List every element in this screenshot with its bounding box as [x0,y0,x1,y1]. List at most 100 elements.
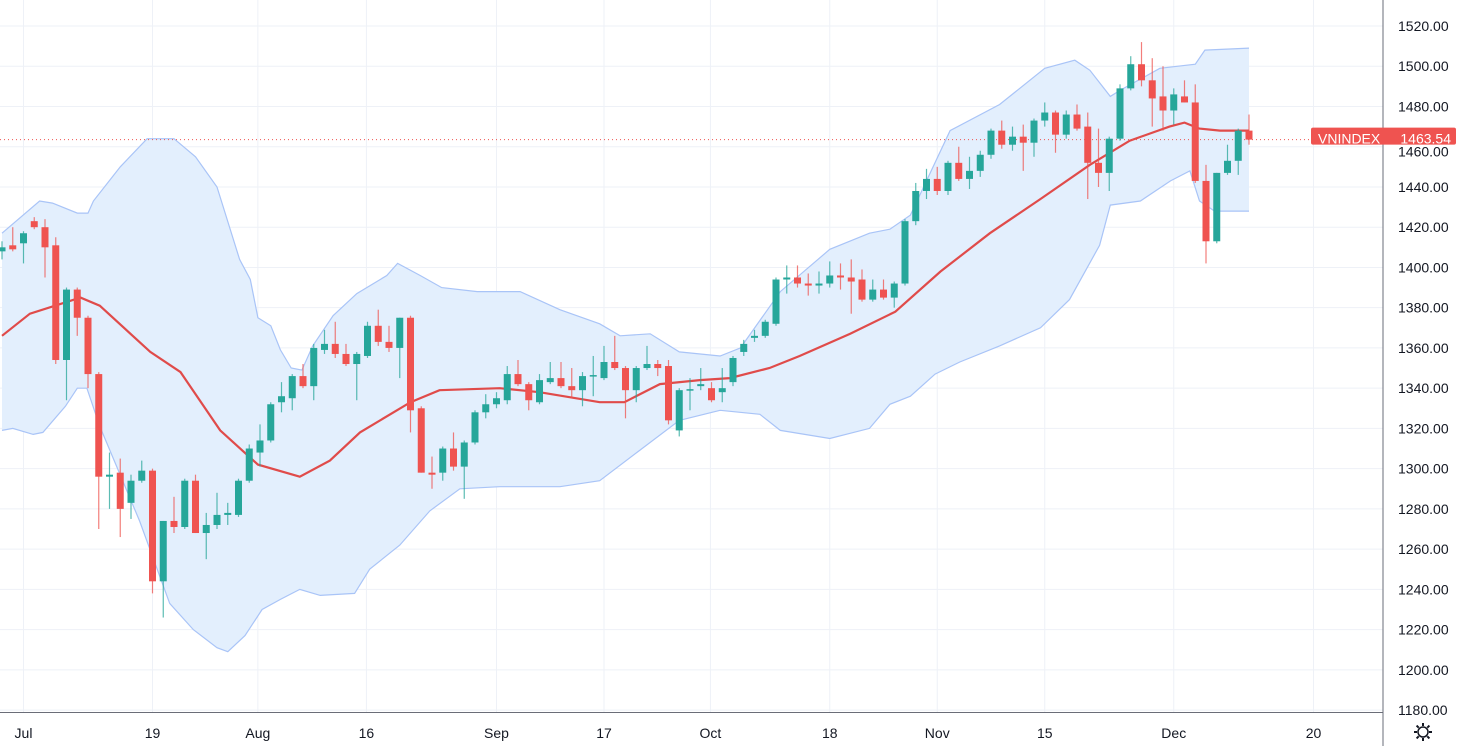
candle-down[interactable] [514,359,522,387]
candle-down[interactable] [998,120,1006,149]
candle-up[interactable] [729,355,737,387]
candle-down[interactable] [116,458,124,538]
candle-up[interactable] [966,156,973,189]
candle-up[interactable] [912,182,920,226]
candle-down[interactable] [1095,128,1102,187]
candle-down[interactable] [665,359,672,425]
candle-up[interactable] [364,321,371,358]
candle-down[interactable] [450,432,457,471]
plot-area[interactable] [0,42,1383,653]
candle-up[interactable] [536,374,543,405]
candle-up[interactable] [202,512,210,560]
candle-up[interactable] [138,460,146,483]
candle-down[interactable] [342,343,350,367]
candle-up[interactable] [439,446,447,481]
candle-up[interactable] [267,402,275,443]
candle-up[interactable] [0,241,6,260]
candle-up[interactable] [826,261,834,288]
candle-up[interactable] [643,345,651,371]
candle-down[interactable] [417,406,425,473]
candle-up[interactable] [697,368,705,391]
candle-down[interactable] [1019,124,1027,171]
price-axis[interactable]: 1180.00 1200.00 1220.00 1240.00 1260.00 1280.… [1398,18,1449,718]
candle-up[interactable] [944,160,952,196]
candle-down[interactable] [428,456,436,489]
time-axis[interactable]: Jul 19 Aug 16 Sep 17 Oct 18 Nov 15 Dec 20 [15,725,1322,741]
candle-up[interactable] [869,279,877,302]
candle-up[interactable] [278,382,285,413]
candle-down[interactable] [1138,42,1145,87]
candle-up[interactable] [235,478,242,517]
candle-up[interactable] [106,452,113,509]
candle-down[interactable] [525,382,533,411]
candle-down[interactable] [1159,66,1167,131]
candle-up[interactable] [923,168,930,200]
candle-up[interactable] [288,374,296,411]
candle-up[interactable] [815,271,823,294]
candle-down[interactable] [73,287,81,336]
candle-up[interactable] [901,219,909,286]
candle-up[interactable] [224,502,232,525]
gear-icon[interactable] [1414,723,1432,741]
candle-up[interactable] [1116,84,1124,141]
candle-up[interactable] [600,345,608,381]
candle-up[interactable] [579,372,586,407]
candle-down[interactable] [331,321,339,358]
candle-up[interactable] [127,474,135,519]
candle-up[interactable] [63,287,70,401]
candle-up[interactable] [471,410,479,445]
candle-up[interactable] [686,378,694,411]
candle-down[interactable] [1052,110,1059,153]
candle-down[interactable] [1202,164,1210,264]
candle-up[interactable] [1105,136,1113,191]
candle-up[interactable] [546,362,554,385]
candle-up[interactable] [1062,110,1070,139]
candle-up[interactable] [1213,172,1221,244]
candle-up[interactable] [675,388,683,437]
candle-up[interactable] [761,319,769,338]
candle-up[interactable] [159,520,167,618]
candle-up[interactable] [310,343,318,401]
candle-up[interactable] [181,478,189,529]
candle-up[interactable] [1009,126,1016,151]
candle-down[interactable] [847,259,855,314]
candle-down[interactable] [84,315,92,389]
candle-up[interactable] [1234,128,1242,175]
candle-up[interactable] [1030,118,1038,157]
candle-up[interactable] [1041,102,1049,127]
candle-down[interactable] [880,279,887,300]
candle-up[interactable] [632,366,640,403]
candle-up[interactable] [482,394,490,419]
candle-up[interactable] [493,392,500,409]
candle-down[interactable] [30,217,38,230]
candle-up[interactable] [396,317,404,379]
candle-down[interactable] [95,372,103,529]
candle-up[interactable] [890,281,898,308]
candle-up[interactable] [987,128,995,159]
candle-down[interactable] [557,362,565,389]
candle-down[interactable] [149,468,156,594]
candle-up[interactable] [503,366,511,405]
candle-down[interactable] [955,146,963,181]
candle-up[interactable] [245,444,253,483]
candle-down[interactable] [622,366,629,419]
candle-down[interactable] [385,325,393,352]
candle-down[interactable] [1073,104,1081,131]
candle-up[interactable] [740,339,748,356]
candle-down[interactable] [407,315,414,433]
candle-down[interactable] [708,382,715,403]
candle-up[interactable] [1127,56,1135,91]
candle-down[interactable] [568,368,576,399]
candle-down[interactable] [192,474,199,534]
candle-down[interactable] [611,335,619,371]
candle-down[interactable] [170,496,178,534]
candle-down[interactable] [1191,84,1199,183]
candle-up[interactable] [718,368,726,403]
candle-down[interactable] [858,269,866,302]
candle-up[interactable] [1170,88,1178,125]
candle-up[interactable] [589,355,597,397]
candle-up[interactable] [772,277,780,326]
candle-up[interactable] [20,231,27,264]
candle-down[interactable] [837,263,844,290]
